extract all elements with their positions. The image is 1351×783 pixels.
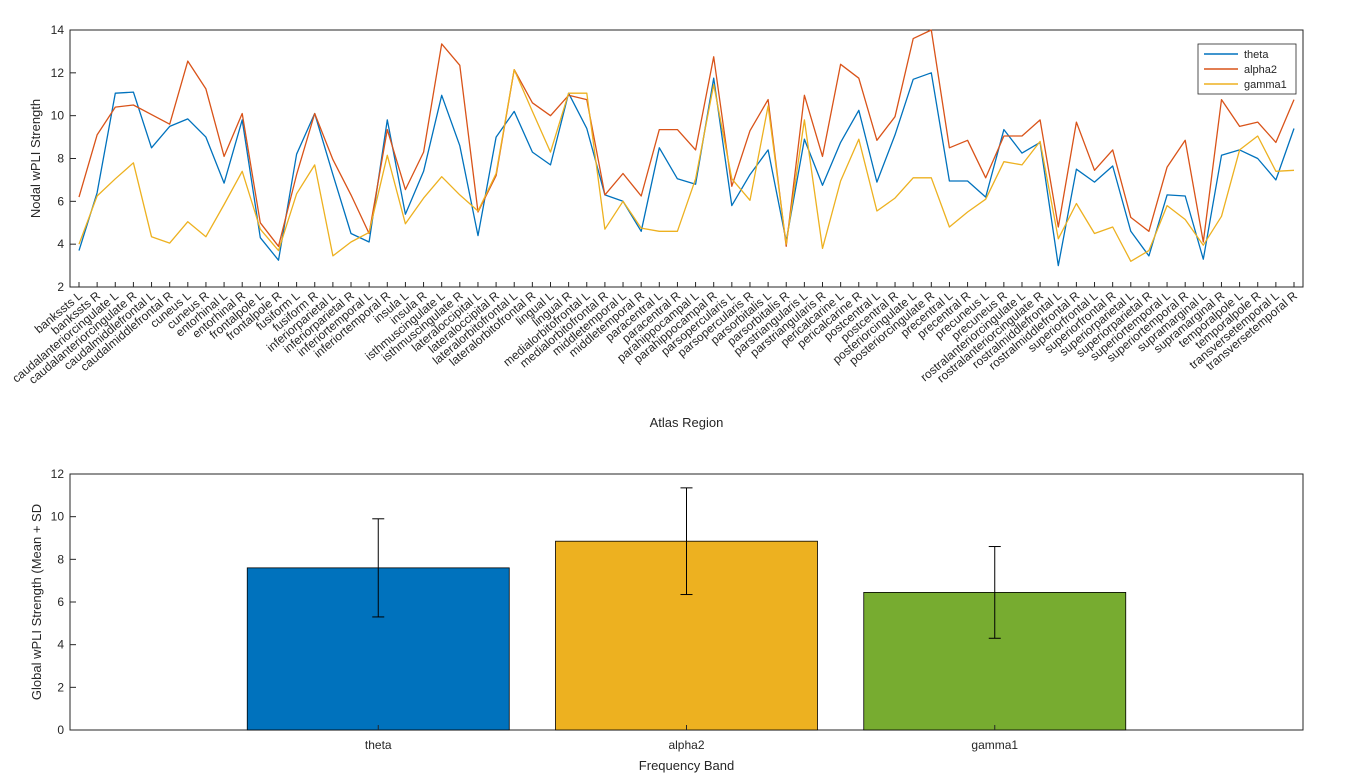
line-series-group	[78, 29, 1295, 267]
legend: theta alpha2 gamma1	[1197, 43, 1297, 95]
bar-x-axis-label: Frequency Band	[639, 758, 734, 773]
line-y-tick-label: 8	[57, 152, 64, 166]
line-y-tick-label: 6	[57, 194, 64, 208]
series-line-gamma1	[78, 68, 1295, 262]
bar-y-tick-label: 10	[51, 510, 65, 524]
bar-bars-group	[246, 487, 1127, 731]
line-y-ticks: 2 4 6 8 10 12 14	[51, 23, 76, 294]
line-plot-area	[69, 29, 1304, 288]
bar-y-axis-label: Global wPLI Strength (Mean + SD	[29, 504, 44, 700]
legend-label-gamma1: gamma1	[1244, 79, 1287, 91]
line-y-tick-label: 12	[51, 66, 65, 80]
line-x-axis-label: Atlas Region	[650, 415, 724, 430]
bar-y-ticks: 0 2 4 6 8 10 12	[51, 467, 76, 737]
bar-y-tick-label: 6	[57, 595, 64, 609]
line-y-axis-label: Nodal wPLI Strength	[28, 99, 43, 218]
legend-label-alpha2: alpha2	[1244, 64, 1277, 76]
bar-y-tick-label: 0	[57, 723, 64, 737]
bar-y-tick-label: 8	[57, 552, 64, 566]
bar-y-tick-label: 12	[51, 467, 65, 481]
bar-y-tick-label: 2	[57, 680, 64, 694]
line-y-tick-label: 4	[57, 237, 64, 251]
bar-x-tick-label: theta	[365, 738, 392, 752]
series-line-alpha2	[78, 29, 1295, 247]
bar-chart: 0 2 4 6 8 10 12 theta alpha2 gamma1 Global wPLI …	[29, 467, 1304, 773]
line-y-tick-label: 14	[51, 23, 65, 37]
line-y-tick-label: 10	[51, 109, 65, 123]
bar-x-tick-label: gamma1	[971, 738, 1018, 752]
line-y-tick-label: 2	[57, 280, 64, 294]
bar-x-ticks: theta alpha2 gamma1	[365, 725, 1018, 752]
bar-x-tick-label: alpha2	[668, 738, 704, 752]
bar-y-tick-label: 4	[57, 638, 64, 652]
legend-label-theta: theta	[1244, 49, 1269, 61]
